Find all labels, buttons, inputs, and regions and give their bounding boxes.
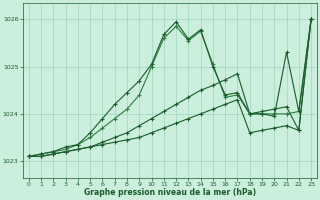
X-axis label: Graphe pression niveau de la mer (hPa): Graphe pression niveau de la mer (hPa): [84, 188, 256, 197]
